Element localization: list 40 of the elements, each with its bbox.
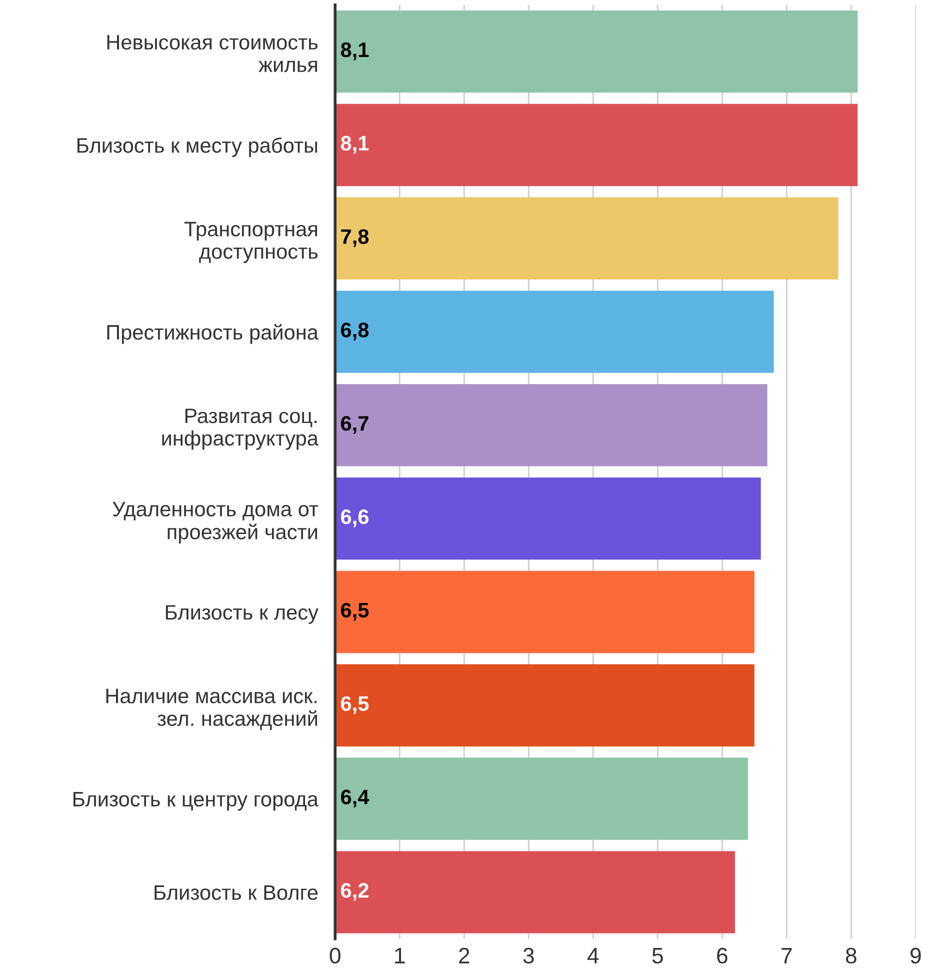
data-label: 6,6	[341, 509, 368, 528]
data-label: 6,7	[341, 416, 368, 434]
x-tick-label: 7	[782, 948, 792, 964]
x-tick-label: 6	[717, 948, 728, 964]
y-tick-label: Наличие массива иск. зел. насаждений	[106, 688, 318, 730]
y-tick-label: Близость к месту работы	[77, 137, 318, 157]
x-tick-label: 9	[910, 948, 921, 964]
bar	[335, 197, 838, 280]
bar	[335, 570, 754, 654]
bar	[335, 664, 754, 746]
data-label: 8,1	[340, 42, 369, 60]
data-label: 8,1	[340, 136, 369, 154]
x-tick-label: 5	[652, 948, 663, 964]
x-tick-label: 8	[846, 948, 856, 964]
x-tick-label: 1	[395, 948, 405, 964]
x-tick-label: 2	[459, 948, 470, 964]
data-label: 6,2	[341, 883, 368, 901]
y-tick-label: Развитая соц. инфраструктура	[162, 408, 318, 450]
bar	[335, 10, 858, 93]
y-tick-label: Транспортная доступность	[184, 222, 318, 263]
y-tick-label: Близость к Волге	[154, 885, 318, 900]
y-tick-label: Удаленность дома от проезжей части	[112, 502, 318, 544]
x-tick-label: 3	[523, 948, 534, 964]
data-label: 6,5	[341, 602, 369, 621]
y-tick-label: Престижность района	[107, 324, 318, 344]
y-tick-label: Близость к лесу	[166, 605, 318, 624]
bar	[335, 758, 748, 840]
bar	[335, 290, 774, 373]
bar	[335, 104, 858, 186]
bar	[335, 384, 768, 466]
x-tick-label: 4	[587, 948, 599, 964]
y-tick-label: Близость к центру города	[73, 792, 318, 811]
data-label: 6,4	[341, 790, 370, 808]
data-label: 6,5	[341, 696, 369, 714]
data-label: 7,8	[341, 229, 369, 247]
x-tick-label: 0	[330, 948, 340, 964]
bar	[335, 477, 761, 560]
bar	[335, 851, 736, 934]
y-tick-label: Невысокая стоимость жилья	[107, 35, 318, 72]
data-label: 6,8	[341, 322, 369, 340]
